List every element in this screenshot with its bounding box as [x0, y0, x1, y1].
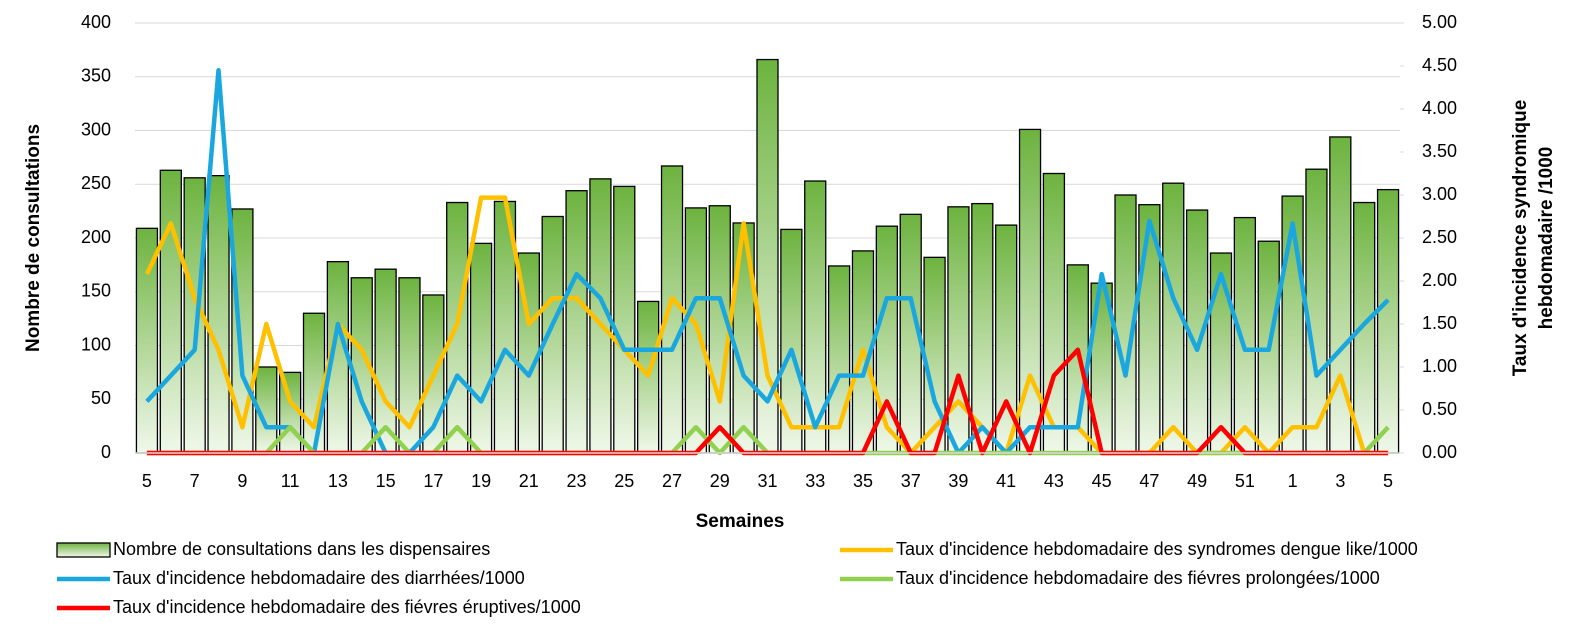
bar — [1233, 216, 1257, 454]
y2-tick-label: 4.00 — [1422, 98, 1457, 118]
bar — [302, 312, 326, 454]
x-tick-label: 9 — [237, 471, 247, 491]
x-tick-label: 11 — [281, 471, 300, 491]
y-tick-label: 200 — [81, 227, 111, 247]
y2-tick-label: 4.50 — [1422, 55, 1457, 75]
x-tick-label: 15 — [376, 471, 396, 491]
x-tick-label: 3 — [1335, 471, 1345, 491]
y2-tick-label: 5.00 — [1422, 12, 1457, 32]
x-tick-label: 35 — [853, 471, 873, 491]
bar — [1209, 252, 1233, 454]
line — [145, 68, 1390, 456]
bar — [159, 169, 182, 454]
x-tick-label: 33 — [805, 471, 825, 491]
x-tick-label: 1 — [1288, 471, 1298, 491]
legend-label: Taux d'incidence hebdomadaire des fiévre… — [113, 597, 581, 617]
y2-tick-label: 0.50 — [1422, 399, 1457, 419]
bar — [660, 165, 684, 454]
x-tick-label: 7 — [190, 471, 200, 491]
x-tick-label: 5 — [142, 471, 152, 491]
x-tick-label: 19 — [471, 471, 491, 491]
x-tick-label: 29 — [710, 471, 730, 491]
y-tick-label: 50 — [91, 388, 111, 408]
bar — [1353, 201, 1376, 454]
x-tick-label: 37 — [901, 471, 921, 491]
y-axis-title: Nombre de consultations — [23, 124, 44, 352]
y-tick-label: 0 — [101, 442, 111, 462]
x-tick-label: 47 — [1139, 471, 1159, 491]
y-tick-label: 250 — [81, 173, 111, 193]
bar — [971, 202, 994, 454]
x-tick-label: 31 — [757, 471, 777, 491]
y2-tick-label: 1.50 — [1422, 313, 1457, 333]
x-tick-label: 13 — [328, 471, 348, 491]
legend-label: Nombre de consultations dans les dispens… — [113, 539, 490, 559]
x-tick-label: 45 — [1092, 471, 1112, 491]
x-tick-label: 25 — [614, 471, 634, 491]
bar — [947, 206, 970, 454]
x-tick-label: 51 — [1235, 471, 1255, 491]
y2-tick-label: 2.50 — [1422, 227, 1457, 247]
x-tick-label: 23 — [567, 471, 587, 491]
y-tick-label: 300 — [81, 119, 111, 139]
bar — [613, 185, 636, 454]
x-tick-label: 21 — [519, 471, 539, 491]
bar — [231, 208, 254, 454]
x-axis-title: Semaines — [696, 511, 785, 532]
y-tick-label: 400 — [81, 12, 111, 32]
x-tick-label: 5 — [1383, 471, 1393, 491]
x-tick-label: 41 — [996, 471, 1016, 491]
bar — [565, 190, 588, 454]
y2-tick-label: 2.00 — [1422, 270, 1457, 290]
line — [144, 195, 1389, 456]
x-tick-label: 27 — [662, 471, 682, 491]
y2-tick-label: 1.00 — [1422, 356, 1457, 376]
x-tick-label: 49 — [1187, 471, 1207, 491]
y-tick-label: 150 — [81, 281, 111, 301]
legend-label: Taux d'incidence hebdomadaire des fiévre… — [896, 568, 1380, 588]
y2-tick-label: 3.00 — [1422, 184, 1457, 204]
bar — [1376, 188, 1400, 454]
legend-swatch — [56, 542, 111, 558]
legend-label: Taux d'incidence hebdomadaire des diarrh… — [113, 568, 525, 588]
bar — [469, 242, 493, 454]
y-tick-label: 350 — [81, 66, 111, 86]
y2-tick-label: 3.50 — [1422, 141, 1457, 161]
x-tick-label: 39 — [948, 471, 968, 491]
x-tick-label: 17 — [423, 471, 443, 491]
bar — [207, 174, 230, 454]
y2-tick-label: 0.00 — [1422, 442, 1457, 462]
y2-axis-title: Taux d'incidence syndromique — [1510, 100, 1531, 377]
y2-axis-title: hebdomadaire /1000 — [1536, 147, 1557, 330]
bar — [780, 228, 803, 454]
y-tick-label: 100 — [81, 334, 111, 354]
x-tick-label: 43 — [1044, 471, 1064, 491]
legend-label: Taux d'incidence hebdomadaire des syndro… — [896, 539, 1418, 559]
